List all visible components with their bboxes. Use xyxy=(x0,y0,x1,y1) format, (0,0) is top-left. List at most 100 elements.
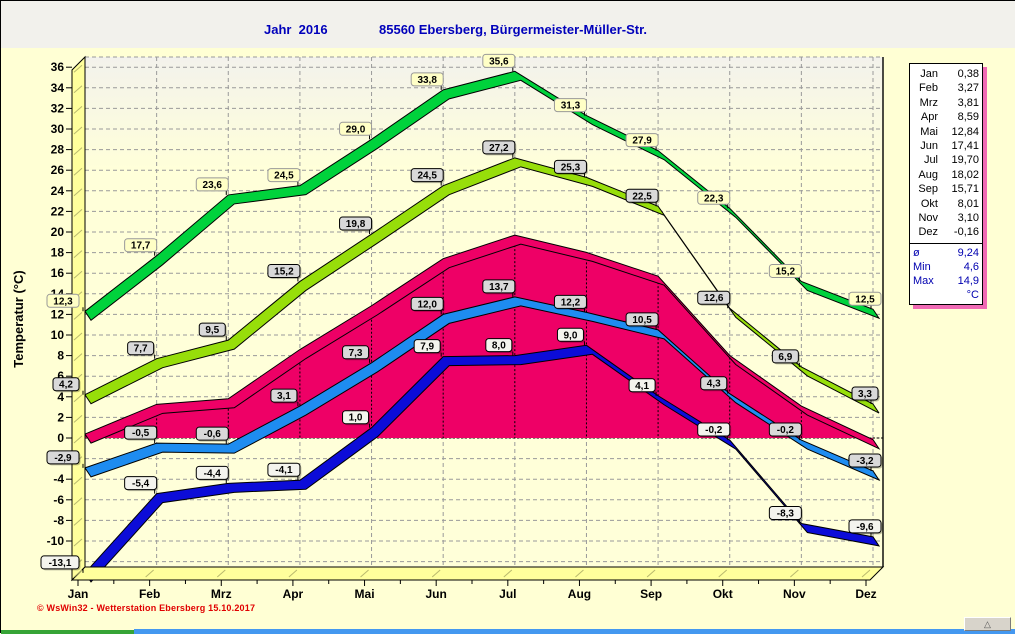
absolute-min-value-label xyxy=(697,422,731,437)
absolute-max-value-label xyxy=(195,177,229,192)
svg-text:27,9: 27,9 xyxy=(632,136,652,147)
stats-summary-row: Min 4,6 xyxy=(913,260,979,273)
absolute-min-value-label xyxy=(40,555,80,570)
svg-text:3,3: 3,3 xyxy=(858,389,872,400)
svg-text:29,0: 29,0 xyxy=(346,124,366,135)
svg-text:24,5: 24,5 xyxy=(274,171,294,182)
stats-month-row: Dez -0,16 xyxy=(918,226,979,239)
y-tick-label: 36 xyxy=(51,60,65,74)
y-tick-label: 0 xyxy=(57,431,64,445)
month-label: Nov xyxy=(783,587,806,601)
absolute-max-value-label xyxy=(625,133,659,148)
absolute-min-value-label xyxy=(195,465,229,480)
y-tick-label: 20 xyxy=(51,225,65,239)
svg-text:15,2: 15,2 xyxy=(776,266,796,277)
svg-text:9,0: 9,0 xyxy=(564,330,578,341)
average-min-value-label xyxy=(625,312,659,327)
svg-text:12,2: 12,2 xyxy=(561,297,581,308)
y-tick-label: 28 xyxy=(51,143,65,157)
monthly-stats-panel: Jan 0,38 Feb 3,27 Mrz 3,81 Apr 8,59 Mai 12,84 Jun 1… xyxy=(909,63,983,305)
month-label: Jan xyxy=(68,587,89,601)
average-max-value-label xyxy=(198,322,226,337)
svg-text:8,0: 8,0 xyxy=(492,341,506,352)
svg-text:23,6: 23,6 xyxy=(203,180,223,191)
absolute-min-value-label xyxy=(628,378,656,393)
svg-text:12,0: 12,0 xyxy=(417,299,437,310)
svg-text:27,2: 27,2 xyxy=(489,143,509,154)
average-min-value-label xyxy=(553,294,587,309)
y-axis-title: Temperatur (°C) xyxy=(11,270,26,367)
month-label: Okt xyxy=(713,587,733,601)
unit-label: °C xyxy=(966,288,979,301)
wall-hatch xyxy=(73,332,83,341)
stats-month-row: Feb 3,27 xyxy=(919,82,979,95)
wall-hatch xyxy=(145,569,154,578)
stats-summary-row: ø 9,24 xyxy=(913,246,979,259)
wall-hatch xyxy=(73,64,83,73)
absolute-max-value-label xyxy=(267,168,301,183)
wall-hatch xyxy=(288,569,298,578)
absolute-min-value-label xyxy=(342,410,370,425)
scroll-up-button[interactable]: △ xyxy=(964,617,1011,631)
svg-text:9,5: 9,5 xyxy=(205,325,219,336)
stats-month-row: Nov 3,10 xyxy=(918,212,979,225)
svg-text:-0,5: -0,5 xyxy=(132,428,150,439)
average-max-value-label xyxy=(851,386,879,401)
mean-ribbon xyxy=(84,234,881,450)
stats-summary-row: Max 14,9 xyxy=(913,274,979,287)
absolute-min-value-label xyxy=(267,462,301,477)
month-label: Dez xyxy=(855,587,876,601)
svg-text:-0,2: -0,2 xyxy=(777,425,795,436)
monthly-values-list: Jan 0,38 Feb 3,27 Mrz 3,81 Apr 8,59 Mai 12,84 Jun 1… xyxy=(913,67,979,240)
absolute-min-value-label xyxy=(413,339,441,354)
month-label: Mrz xyxy=(211,587,232,601)
wall-hatch xyxy=(73,126,83,135)
stats-month-row: Jan 0,38 xyxy=(920,68,979,80)
average-min-value-label xyxy=(46,450,80,465)
month-label: Jul xyxy=(499,587,516,601)
average-min-value-label xyxy=(410,296,444,311)
svg-text:-9,6: -9,6 xyxy=(856,522,874,533)
average-max-value-label xyxy=(625,188,659,203)
svg-text:-0,6: -0,6 xyxy=(204,429,222,440)
svg-text:-5,4: -5,4 xyxy=(132,479,150,490)
triangle-up-icon: △ xyxy=(984,618,991,629)
wall-hatch xyxy=(431,569,441,578)
absolute-max-value-label xyxy=(768,263,802,278)
svg-text:3,1: 3,1 xyxy=(277,391,291,402)
left-axis-wall xyxy=(71,55,86,582)
svg-text:-13,1: -13,1 xyxy=(49,558,72,569)
absolute-min-value-label xyxy=(485,338,513,353)
svg-text:31,3: 31,3 xyxy=(561,101,581,112)
wall-hatch xyxy=(73,394,83,403)
svg-text:19,8: 19,8 xyxy=(346,219,366,230)
header-strip xyxy=(1,1,1015,48)
stats-month-row: Mai 12,84 xyxy=(920,125,979,138)
copyright-text: © WsWin32 - Wetterstation Ebersberg 15.1… xyxy=(37,603,256,613)
absolute-max-value-label xyxy=(553,98,587,113)
y-tick-label: -10 xyxy=(47,534,65,548)
y-tick-label: 2 xyxy=(57,410,64,424)
stats-divider xyxy=(910,242,982,244)
wall-hatch xyxy=(73,250,83,258)
svg-text:-4,1: -4,1 xyxy=(275,465,293,476)
svg-text:12,6: 12,6 xyxy=(704,293,724,304)
average-max-value-label xyxy=(127,341,155,356)
y-tick-label: -8 xyxy=(53,513,64,527)
stats-month-row: Aug 18,02 xyxy=(918,168,979,181)
horizontal-scrollbar[interactable] xyxy=(134,629,1015,634)
wall-hatch xyxy=(73,476,83,485)
data-labels: 12,317,723,624,529,033,835,631,327,922,3… xyxy=(40,53,883,573)
y-tick-label: 12 xyxy=(51,307,65,321)
wall-hatch xyxy=(503,569,513,578)
average-max-value-label xyxy=(553,159,587,174)
wall-hatch xyxy=(73,167,83,176)
average-min-value-label xyxy=(342,345,370,360)
wall-hatch xyxy=(73,569,83,578)
average-max-value-label xyxy=(52,377,80,392)
svg-text:35,6: 35,6 xyxy=(489,56,509,67)
average-max-value-label xyxy=(410,168,444,183)
stats-month-row: Mrz 3,81 xyxy=(919,96,979,109)
